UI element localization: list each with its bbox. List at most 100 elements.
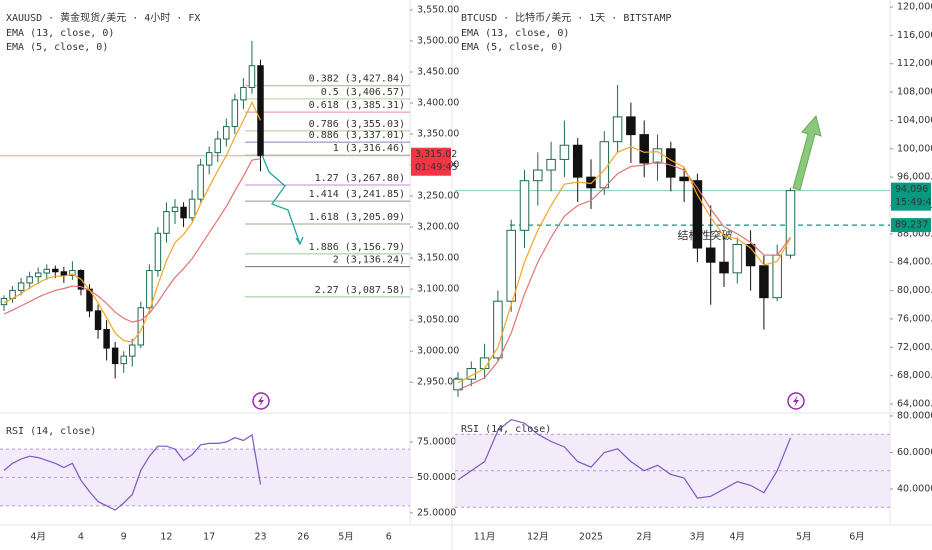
- x-tick-label: 17: [203, 532, 215, 543]
- fib-label: 2.27 (3,087.58): [315, 285, 405, 296]
- rsi-title: RSI (14, close): [6, 426, 96, 437]
- y-tick-label: 3,200.00: [417, 222, 459, 233]
- x-tick-label: 3月: [690, 532, 706, 543]
- chart-title: BTCUSD · 比特币/美元 · 1天 · BITSTAMP: [461, 11, 672, 24]
- candle-body: [248, 65, 256, 88]
- candle-body: [60, 271, 68, 276]
- candle-body: [111, 347, 119, 365]
- candle-body: [705, 247, 716, 263]
- fib-label: 1.27 (3,267.80): [315, 173, 405, 184]
- y-tick-label: 108,000.00: [897, 87, 932, 98]
- candle-body: [154, 232, 162, 272]
- candle-body: [231, 99, 239, 128]
- projection-path: [261, 154, 301, 245]
- candle-body: [732, 243, 743, 274]
- candle-body: [493, 300, 503, 359]
- fib-label: 0.5 (3,406.57): [321, 87, 405, 98]
- candle-body: [666, 148, 676, 178]
- candle-body: [180, 206, 187, 219]
- y-tick-label: 3,450.00: [417, 66, 459, 77]
- y-tick-label: 68,000.00: [897, 370, 932, 381]
- candle-body: [17, 282, 25, 291]
- y-tick-label: 3,500.00: [417, 35, 459, 46]
- y-tick-label: 3,100.00: [417, 284, 459, 295]
- annotation: 结构性突破: [678, 228, 733, 242]
- x-tick-label: 12月: [527, 532, 549, 543]
- y-tick-label: 84,000.00: [897, 257, 932, 268]
- y-tick-label: 120,000.00: [897, 2, 932, 13]
- candle-body: [546, 158, 556, 171]
- candle-body: [572, 144, 583, 178]
- x-tick-label: 4月: [30, 532, 46, 543]
- y-tick-label: 80,000.00: [897, 285, 932, 296]
- candle-body: [785, 190, 796, 256]
- candle-body: [120, 355, 127, 365]
- y-tick-label: 88,000.00: [897, 228, 932, 239]
- indicator-label: EMA (5, close, 0): [461, 42, 563, 53]
- ema-line: [457, 146, 792, 384]
- y-tick-label: 3,400.00: [417, 98, 459, 109]
- price-tag-label: 94,096: [895, 184, 928, 195]
- candle-body: [453, 378, 463, 391]
- rsi-y-tick-label: 75.0000: [417, 436, 456, 447]
- candle-body: [679, 176, 689, 182]
- candle-body: [69, 270, 76, 276]
- y-tick-label: 3,000.00: [417, 346, 459, 357]
- rsi-y-tick-label: 25.0000: [417, 507, 456, 518]
- rsi-title: RSI (14, close): [461, 424, 551, 435]
- candle-body: [692, 180, 703, 249]
- projection-arrowhead: [295, 236, 304, 246]
- candle-body: [171, 206, 179, 213]
- fib-label: 0.618 (3,385.31): [309, 100, 405, 111]
- candle-body: [586, 176, 596, 189]
- chart-title: XAUUSD · 黄金现货/美元 · 4小时 · FX: [6, 11, 200, 24]
- y-tick-label: 3,050.00: [417, 315, 459, 326]
- y-tick-label: 100,000.00: [897, 143, 932, 154]
- candle-body: [214, 138, 221, 154]
- candle-body: [519, 180, 530, 231]
- ema-line: [3, 101, 262, 343]
- indicator-label: EMA (5, close, 0): [6, 42, 108, 53]
- candle-body: [26, 276, 33, 284]
- x-tick-label: 6月: [849, 532, 865, 543]
- candle-body: [34, 272, 42, 278]
- x-tick-label: 9: [121, 532, 127, 543]
- level-tag: [891, 218, 931, 233]
- price-tag-label: 3,315.02: [415, 149, 457, 160]
- candle-body: [559, 144, 570, 160]
- fib-label: 2 (3,136.24): [333, 255, 405, 266]
- fib-label: 1.414 (3,241.85): [309, 189, 405, 200]
- x-tick-label: 5月: [796, 532, 812, 543]
- fib-label: 1.886 (3,156.79): [309, 242, 405, 253]
- x-tick-label: 23: [254, 532, 266, 543]
- y-tick-label: 64,000.00: [897, 398, 932, 409]
- rsi-y-tick-label: 50.0000: [417, 472, 456, 483]
- candle-body: [205, 152, 213, 166]
- x-tick-label: 2025: [579, 532, 603, 543]
- candle-body: [137, 307, 145, 346]
- candle-body: [506, 229, 516, 302]
- countdown: 15:49:45: [895, 197, 932, 208]
- y-tick-label: 116,000.00: [897, 30, 932, 41]
- x-tick-label: 5月: [338, 532, 354, 543]
- rsi-y-tick-label: 40.0000: [897, 484, 932, 495]
- x-tick-label: 6: [386, 532, 392, 543]
- fib-label: 0.886 (3,337.01): [309, 130, 405, 141]
- candle-body: [129, 344, 136, 357]
- fib-label: 0.786 (3,355.03): [309, 119, 405, 130]
- fib-label: 1 (3,316.46): [333, 143, 405, 154]
- rsi-line: [3, 433, 262, 511]
- candle-body: [103, 328, 110, 349]
- candle-body: [43, 268, 50, 274]
- candle-body: [146, 270, 153, 309]
- candle-body: [257, 65, 264, 157]
- x-tick-label: 4月: [730, 532, 746, 543]
- y-tick-label: 76,000.00: [897, 313, 932, 324]
- candle-body: [759, 265, 769, 299]
- candle-body: [188, 198, 196, 219]
- ema-line: [457, 160, 791, 391]
- candle-body: [533, 169, 543, 182]
